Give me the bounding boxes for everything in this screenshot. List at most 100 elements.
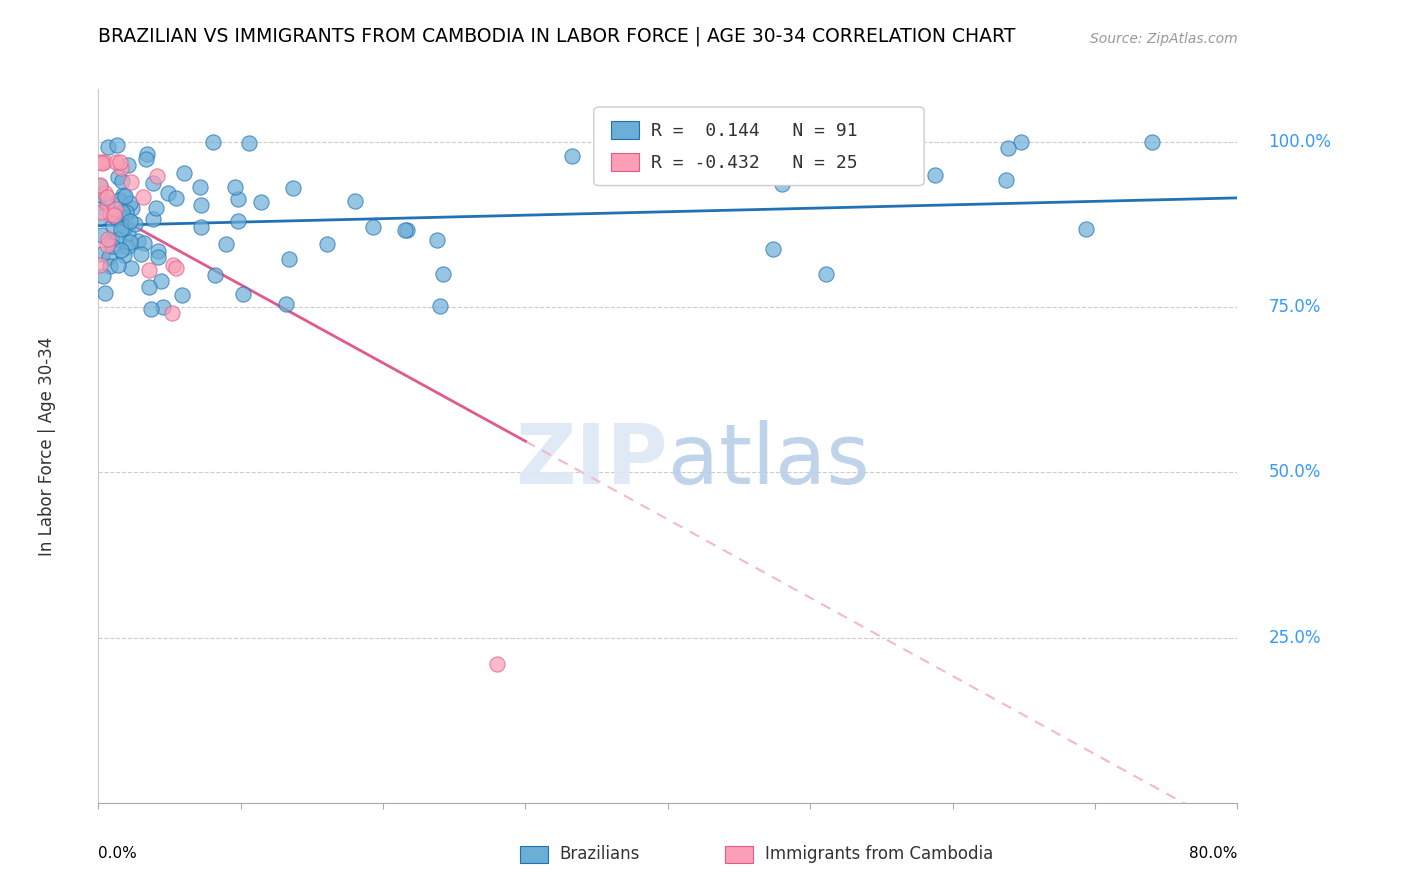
- Point: [115, 204, 138, 219]
- FancyBboxPatch shape: [593, 107, 924, 186]
- Text: Source: ZipAtlas.com: Source: ZipAtlas.com: [1090, 32, 1237, 46]
- Point: [190, 198, 212, 212]
- Point: [232, 287, 254, 301]
- Point: [138, 279, 160, 293]
- Point: [250, 195, 273, 210]
- Point: [101, 219, 124, 234]
- Point: [165, 260, 187, 275]
- Point: [162, 258, 184, 272]
- Point: [131, 246, 153, 260]
- Point: [363, 220, 385, 235]
- Point: [120, 195, 142, 210]
- Text: 50.0%: 50.0%: [1268, 464, 1322, 482]
- Point: [121, 201, 143, 215]
- Point: [105, 137, 128, 152]
- Point: [96, 238, 118, 252]
- Bar: [725, 846, 754, 863]
- Point: [97, 250, 120, 264]
- Point: [190, 219, 212, 234]
- Point: [283, 181, 305, 195]
- Point: [101, 238, 124, 252]
- Point: [315, 237, 337, 252]
- Point: [131, 189, 153, 203]
- Point: [110, 161, 132, 175]
- Point: [93, 154, 115, 169]
- Point: [432, 267, 454, 281]
- Point: [146, 169, 169, 183]
- Point: [146, 244, 169, 258]
- Point: [107, 232, 129, 246]
- Text: R =  0.144   N = 91: R = 0.144 N = 91: [651, 121, 858, 139]
- Text: Brazilians: Brazilians: [560, 846, 640, 863]
- Point: [149, 275, 172, 289]
- Point: [89, 179, 111, 194]
- Point: [100, 233, 122, 247]
- Text: R = -0.432   N = 25: R = -0.432 N = 25: [651, 153, 858, 171]
- Point: [89, 178, 111, 192]
- Point: [135, 152, 157, 166]
- Point: [114, 211, 136, 226]
- Point: [110, 222, 132, 236]
- Point: [738, 154, 761, 169]
- Point: [134, 235, 156, 250]
- Point: [114, 189, 136, 203]
- Point: [107, 169, 129, 184]
- Point: [110, 243, 132, 257]
- Text: In Labor Force | Age 30-34: In Labor Force | Age 30-34: [38, 336, 56, 556]
- Point: [152, 300, 174, 314]
- Point: [118, 235, 141, 249]
- Point: [90, 156, 112, 170]
- Point: [103, 211, 125, 225]
- Point: [90, 246, 112, 260]
- Point: [108, 194, 131, 208]
- Point: [188, 180, 211, 194]
- Point: [89, 154, 111, 169]
- Point: [103, 208, 125, 222]
- Text: 100.0%: 100.0%: [1268, 133, 1331, 151]
- Point: [204, 268, 226, 282]
- Point: [120, 175, 142, 189]
- Point: [146, 251, 169, 265]
- Point: [762, 242, 785, 256]
- Point: [1140, 135, 1163, 149]
- Point: [89, 259, 111, 273]
- Point: [112, 221, 135, 235]
- Point: [136, 147, 159, 161]
- Point: [561, 149, 583, 163]
- Point: [997, 141, 1019, 155]
- Point: [201, 135, 224, 149]
- Bar: [520, 846, 548, 863]
- Point: [91, 268, 114, 283]
- Point: [93, 186, 115, 201]
- Point: [96, 196, 118, 211]
- Point: [815, 267, 838, 281]
- Point: [394, 223, 416, 237]
- Text: 25.0%: 25.0%: [1268, 629, 1322, 647]
- Point: [238, 136, 260, 150]
- Point: [108, 155, 131, 169]
- Point: [224, 180, 246, 194]
- Point: [395, 223, 418, 237]
- Bar: [612, 153, 640, 171]
- Point: [1074, 222, 1097, 236]
- Point: [104, 154, 127, 169]
- Point: [89, 210, 111, 224]
- Point: [172, 288, 194, 302]
- Point: [226, 192, 249, 206]
- Text: 75.0%: 75.0%: [1268, 298, 1322, 317]
- Point: [104, 202, 127, 216]
- Bar: [612, 121, 640, 139]
- Point: [276, 296, 298, 310]
- Point: [107, 258, 129, 272]
- Point: [142, 211, 165, 226]
- Text: ZIP: ZIP: [516, 420, 668, 500]
- Point: [124, 217, 146, 231]
- Point: [112, 248, 135, 262]
- Point: [1010, 135, 1032, 149]
- Point: [138, 263, 160, 277]
- Text: 0.0%: 0.0%: [98, 846, 138, 861]
- Point: [117, 158, 139, 172]
- Point: [173, 166, 195, 180]
- Point: [278, 252, 301, 266]
- Point: [115, 239, 138, 253]
